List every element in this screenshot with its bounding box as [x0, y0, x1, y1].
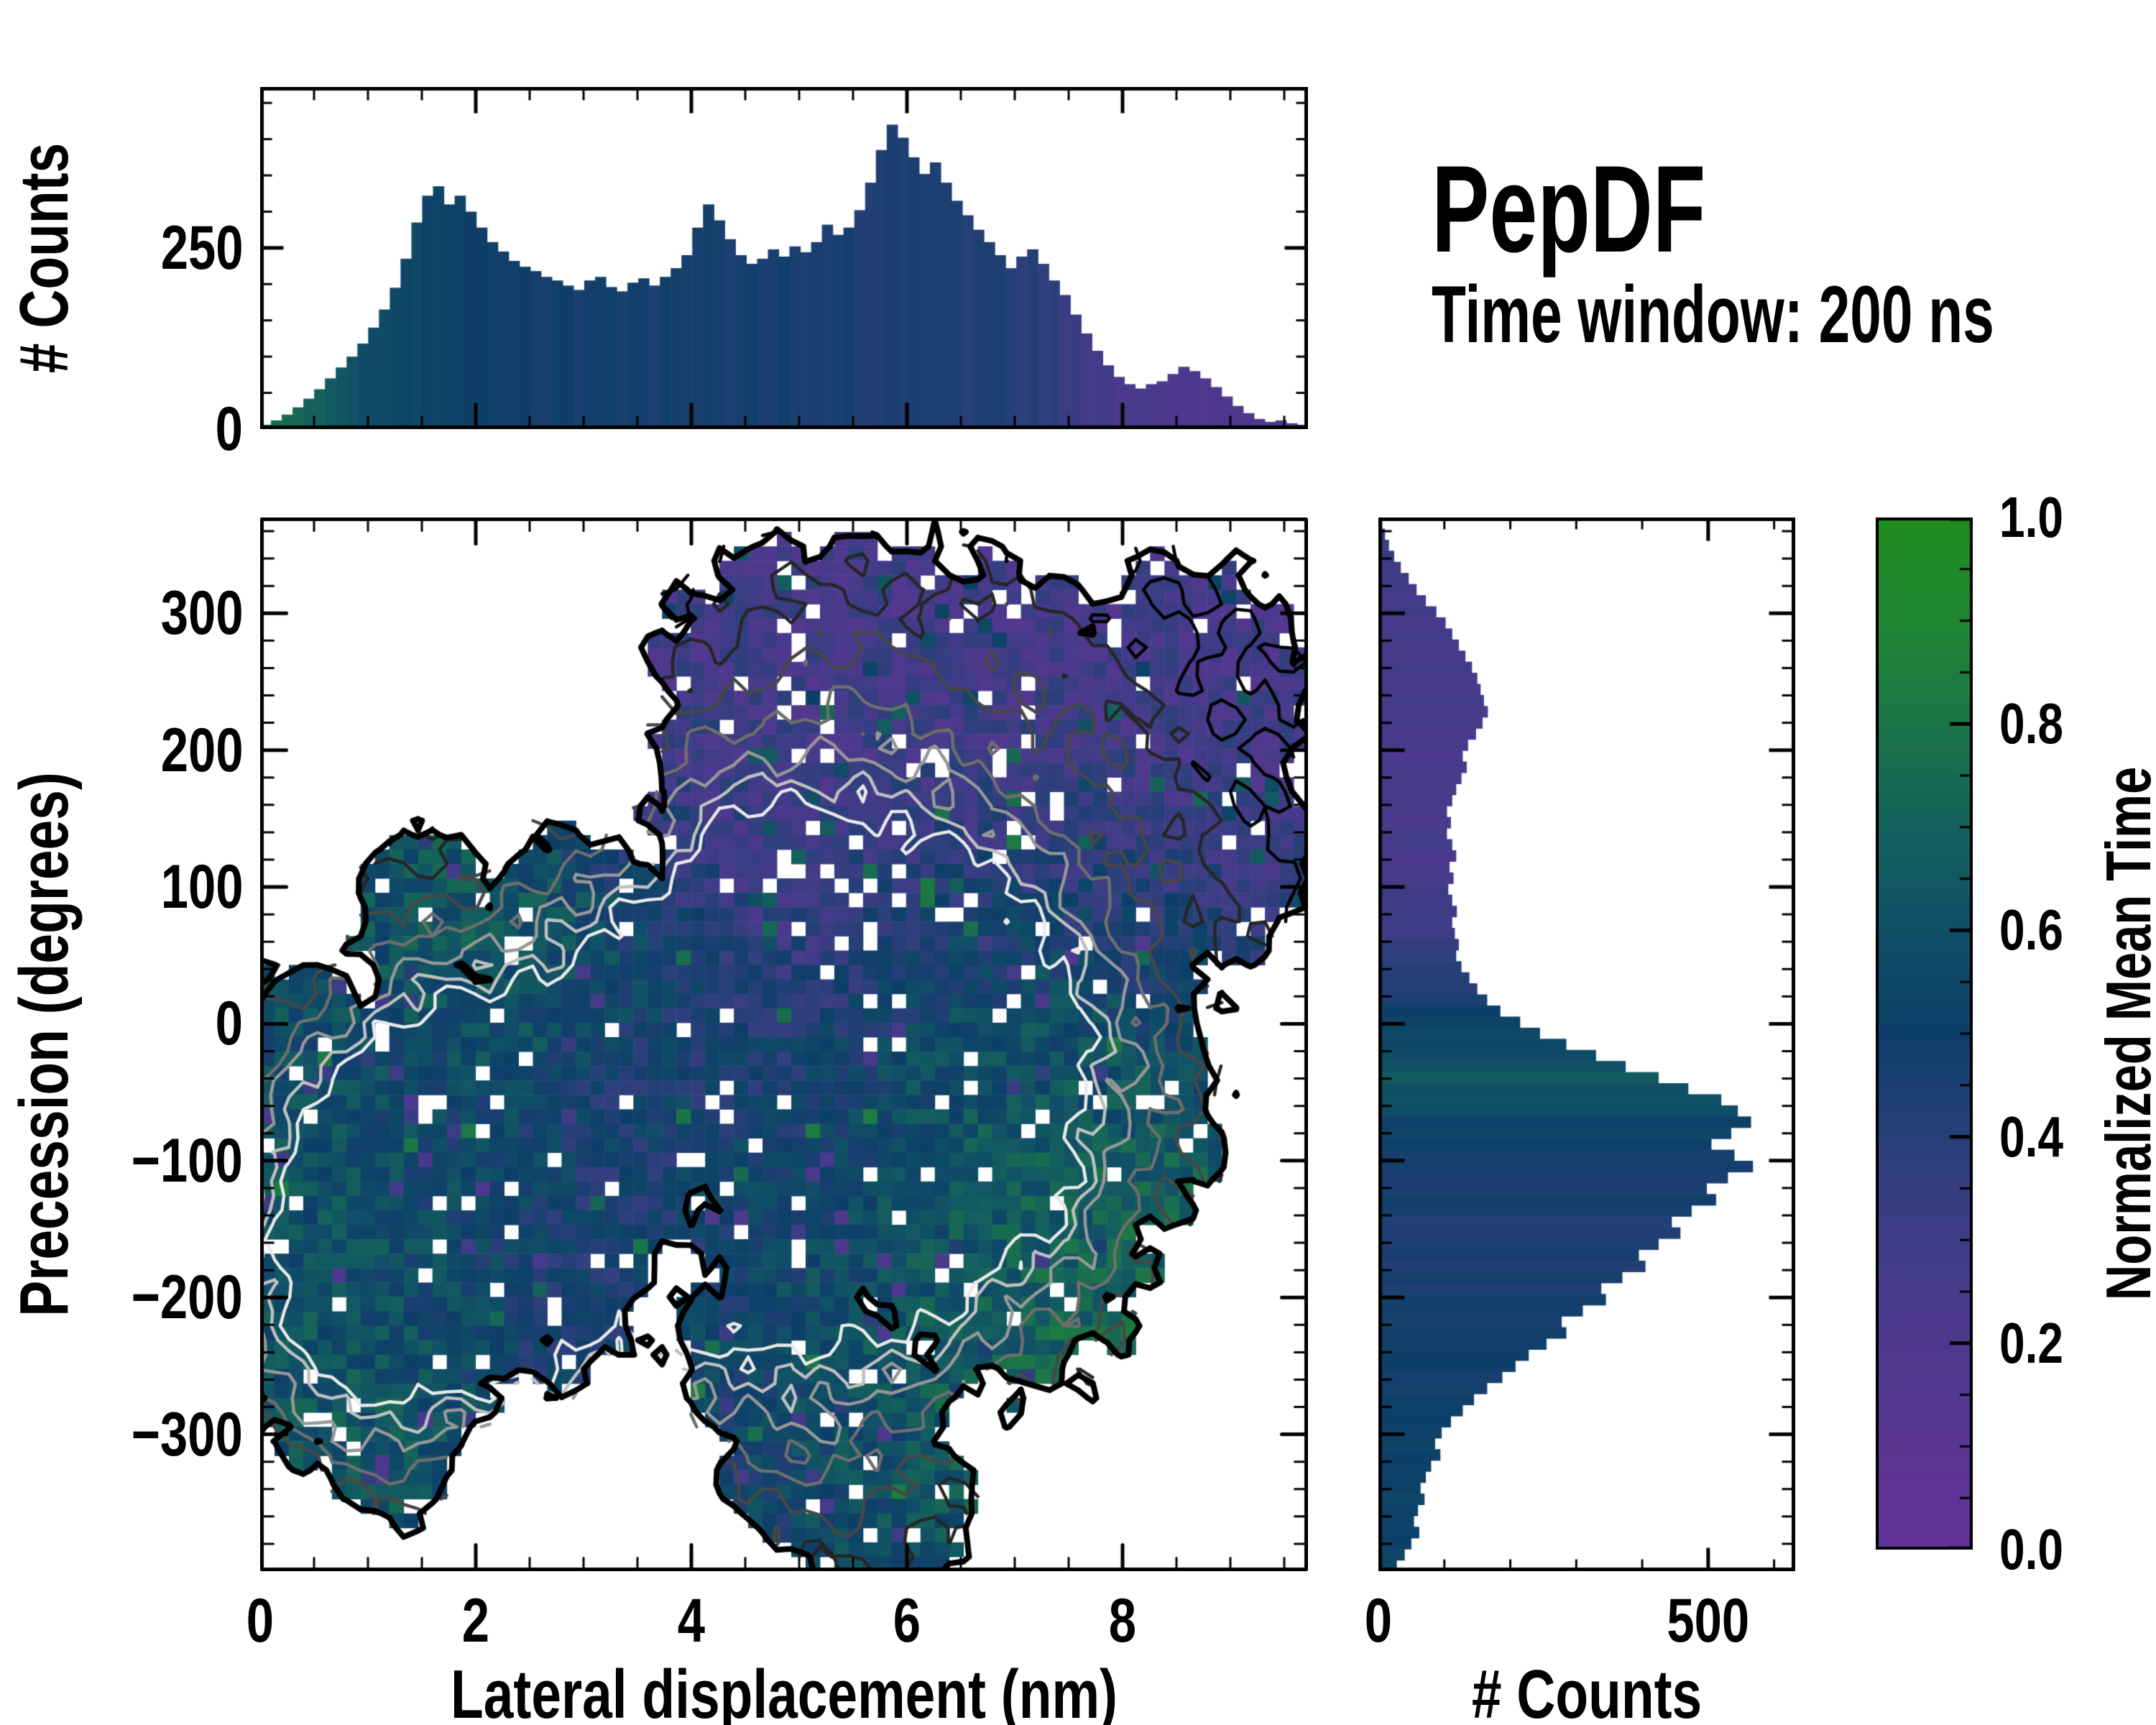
- main-x-tick-label: 8: [1108, 1586, 1137, 1655]
- main-y-tick-label: 0: [215, 989, 243, 1059]
- top-histogram-panel: [260, 87, 1308, 429]
- main-x-tick-label: 6: [893, 1586, 921, 1655]
- top-y-tick-label: 0: [215, 395, 243, 464]
- main-x-tick-label: 0: [246, 1586, 275, 1655]
- main-x-tick-label: 2: [461, 1586, 490, 1655]
- main-y-tick-label: 300: [160, 579, 243, 648]
- main-y-tick-label: −100: [132, 1126, 243, 1195]
- main-x-tick-label: 4: [677, 1586, 706, 1655]
- main-y-tick-label: 200: [160, 715, 243, 785]
- colorbar-tick-label: 0.2: [1999, 1310, 2063, 1375]
- joint-heatmap-panel: [260, 518, 1308, 1571]
- main-y-tick-label: −200: [132, 1263, 243, 1333]
- right-histogram-panel: [1378, 518, 1795, 1571]
- top-histogram-canvas: [260, 87, 1308, 429]
- right-x-tick-label: 0: [1364, 1586, 1393, 1655]
- right-histogram-canvas: [1378, 518, 1795, 1571]
- main-y-tick-label: 100: [160, 852, 243, 922]
- colorbar-tick-label: 0.0: [1999, 1517, 2063, 1581]
- colorbar-tick-label: 0.4: [1999, 1104, 2063, 1169]
- plot-title: PepDF: [1432, 140, 1706, 278]
- colorbar-tick-label: 0.8: [1999, 691, 2063, 756]
- right-x-tick-label: 500: [1667, 1586, 1750, 1655]
- colorbar-tick-label: 1.0: [1999, 485, 2063, 549]
- colorbar: [1876, 518, 1973, 1550]
- top-y-tick-label: 250: [160, 213, 243, 282]
- colorbar-tick-label: 0.6: [1999, 898, 2063, 962]
- plot-subtitle: Time window: 200 ns: [1432, 270, 1994, 359]
- main-y-tick-label: −300: [132, 1399, 243, 1469]
- colorbar-canvas: [1876, 518, 1973, 1550]
- joint-heatmap-canvas: [260, 518, 1308, 1571]
